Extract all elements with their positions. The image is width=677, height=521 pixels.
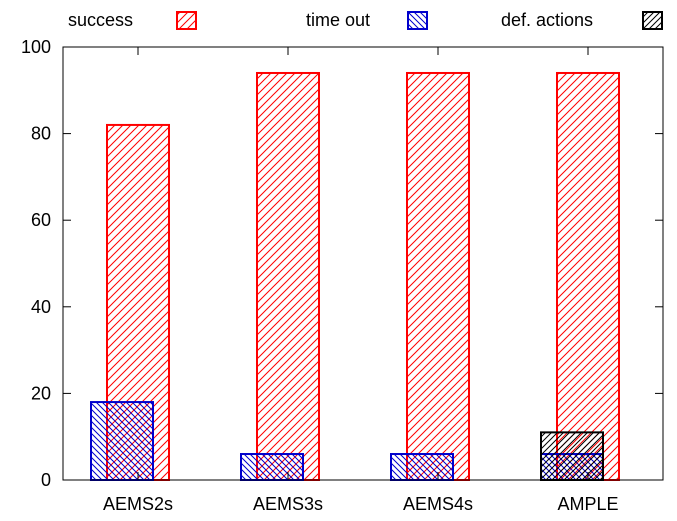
- legend-swatch: [642, 11, 663, 30]
- x-tick-label: AEMS3s: [253, 494, 323, 514]
- y-axis: 0 20 40 60 80 100: [21, 37, 663, 490]
- bar-success: [256, 71, 320, 481]
- legend-label: def. actions: [501, 10, 593, 30]
- y-tick-label: 20: [31, 383, 51, 403]
- x-tick-label: AMPLE: [557, 494, 618, 514]
- y-tick-label: 80: [31, 124, 51, 144]
- legend-swatch: [407, 11, 428, 30]
- bar-success: [406, 71, 470, 481]
- y-tick-label: 60: [31, 210, 51, 230]
- bar-time-out: [240, 453, 304, 481]
- x-tick-label: AEMS4s: [403, 494, 473, 514]
- y-tick-label: 40: [31, 297, 51, 317]
- bar-def-actions: [540, 431, 604, 481]
- bar-time-out: [90, 401, 154, 481]
- bars: [90, 71, 620, 481]
- legend-label: success: [68, 10, 133, 30]
- x-tick-label: AEMS2s: [103, 494, 173, 514]
- y-tick-label: 100: [21, 37, 51, 57]
- legend-swatch: [176, 11, 197, 30]
- y-tick-label: 0: [41, 470, 51, 490]
- legend: success time out def. actions: [68, 10, 663, 30]
- bar-time-out: [390, 453, 454, 481]
- legend-label: time out: [306, 10, 370, 30]
- x-axis: AEMS2s AEMS3s AEMS4s AMPLE: [103, 47, 619, 514]
- plot-frame: [62, 46, 664, 481]
- bar-success: [556, 71, 620, 481]
